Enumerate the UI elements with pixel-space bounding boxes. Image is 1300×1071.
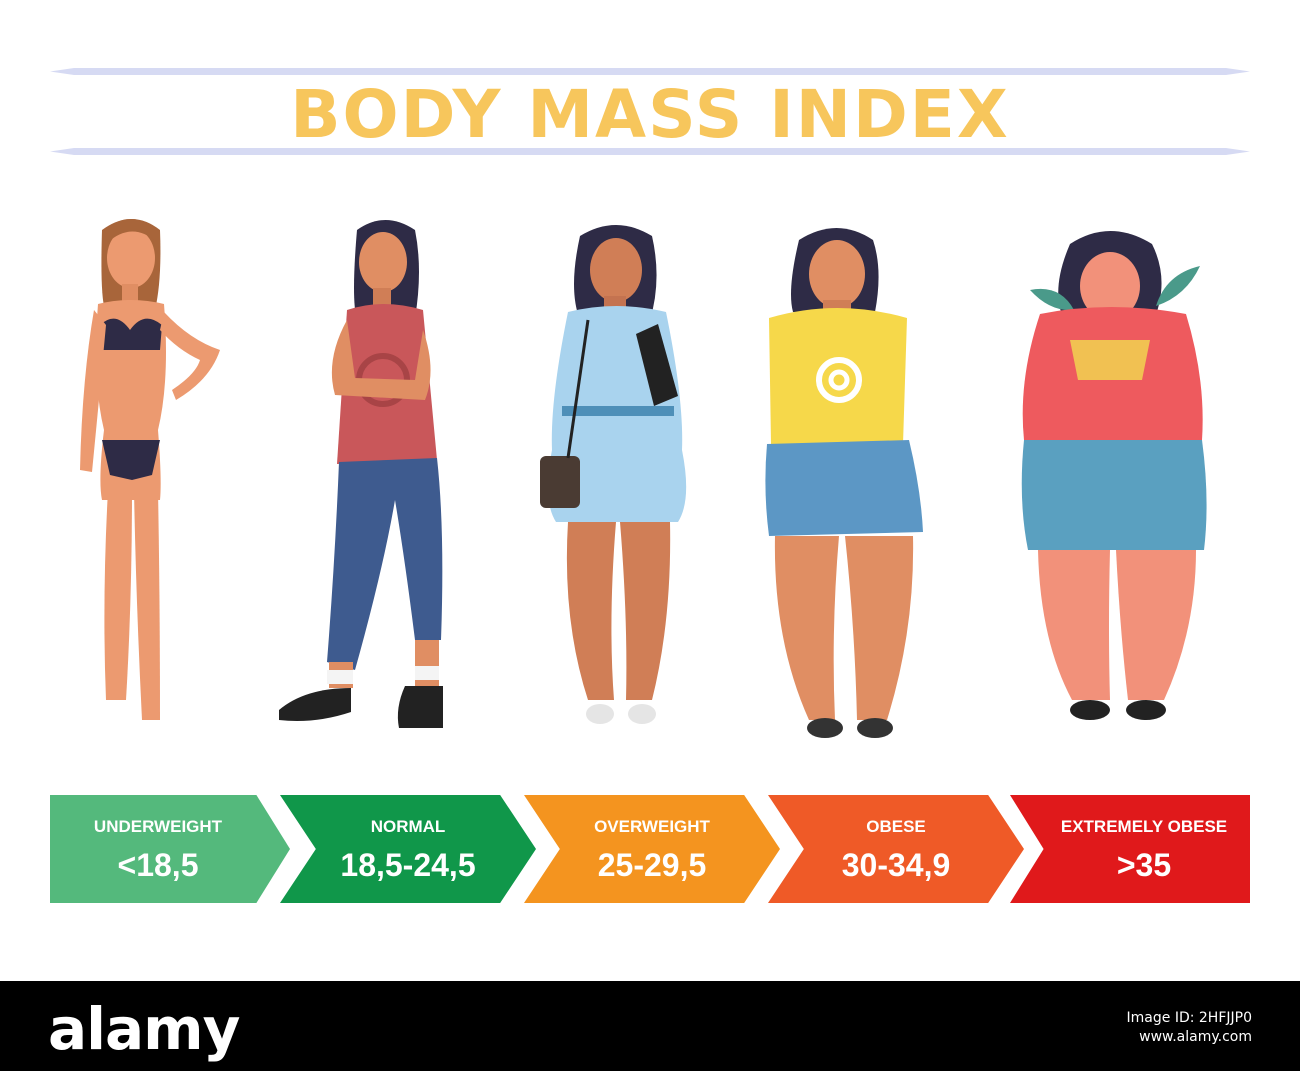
page-title: BODY MASS INDEX (290, 76, 1010, 153)
image-id: Image ID: 2HFJJP0 www.alamy.com (1127, 1009, 1252, 1047)
category-underweight: UNDERWEIGHT <18,5 (50, 795, 290, 903)
figures-row (0, 200, 1300, 760)
category-obese: OBESE 30-34,9 (768, 795, 1024, 903)
category-label: OBESE (866, 817, 926, 836)
figure-underweight (80, 219, 220, 720)
category-label: NORMAL (370, 817, 446, 836)
category-label: UNDERWEIGHT (93, 817, 223, 836)
title-top-rule (50, 68, 1250, 75)
category-range: <18,5 (117, 847, 199, 883)
category-range: 25-29,5 (597, 847, 707, 883)
site-url: www.alamy.com (1139, 1029, 1252, 1045)
bmi-scale: UNDERWEIGHT <18,5 NORMAL 18,5-24,5 OVERW… (0, 795, 1300, 903)
figure-normal (279, 220, 443, 728)
category-label: OVERWEIGHT (594, 817, 710, 836)
figure-overweight (540, 225, 687, 724)
category-normal: NORMAL 18,5-24,5 (280, 795, 536, 903)
category-range: >35 (1116, 847, 1172, 883)
category-range: 30-34,9 (841, 847, 951, 883)
category-range: 18,5-24,5 (340, 847, 476, 883)
category-extremely-obese: EXTREMELY OBESE >35 (1010, 795, 1250, 903)
title-bottom-rule (50, 148, 1250, 155)
stock-footer: alamy Image ID: 2HFJJP0 www.alamy.com (0, 981, 1300, 1071)
category-label: EXTREMELY OBESE (1060, 817, 1228, 836)
image-id-label: Image ID: 2HFJJP0 (1126, 1010, 1252, 1026)
category-overweight: OVERWEIGHT 25-29,5 (524, 795, 780, 903)
figure-extremely-obese (1021, 231, 1207, 720)
brand-logo: alamy (48, 995, 240, 1063)
figure-obese (765, 228, 923, 738)
